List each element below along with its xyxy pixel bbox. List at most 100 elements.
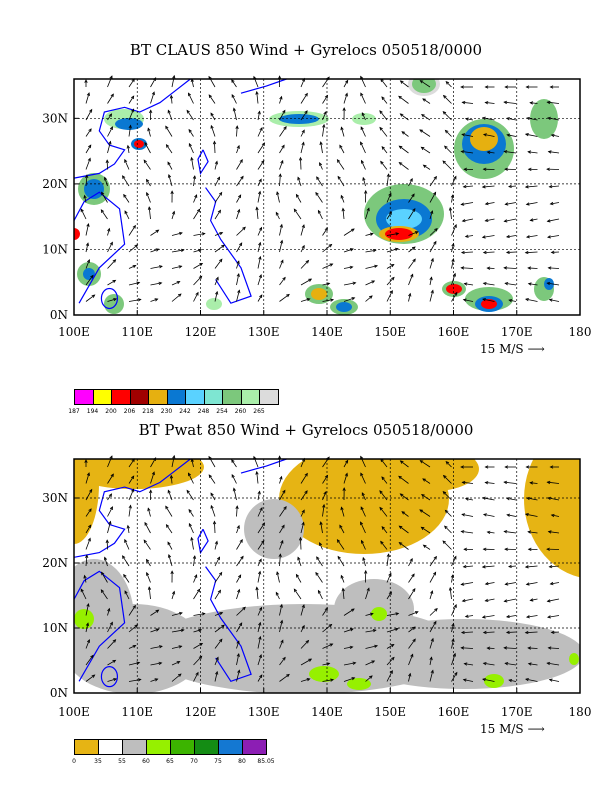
wind-arrow-head xyxy=(454,671,458,676)
colorbar-label: 60 xyxy=(142,758,150,765)
wind-arrow-head xyxy=(444,525,448,530)
coast-islands xyxy=(205,187,252,304)
wind-arrow-head xyxy=(420,526,425,531)
wind-arrow xyxy=(210,505,216,517)
wind-arrow-head xyxy=(379,126,383,131)
wind-arrow-head xyxy=(505,234,510,239)
wind-arrow xyxy=(343,473,348,484)
pwat-region xyxy=(74,559,134,679)
wind-arrow xyxy=(380,458,388,468)
wind-arrow xyxy=(381,526,388,534)
wind-arrow xyxy=(548,151,560,154)
wind-arrow-head xyxy=(349,265,354,269)
wind-arrow-head xyxy=(330,678,335,682)
coast-peninsula xyxy=(73,191,126,304)
wind-arrow-head xyxy=(177,293,182,297)
wind-arrow xyxy=(256,587,259,600)
wind-arrow-head xyxy=(505,614,510,619)
wind-arrow xyxy=(482,497,495,501)
wind-arrow xyxy=(214,210,221,220)
wind-arrow-head xyxy=(192,555,197,559)
wind-arrow xyxy=(318,210,323,220)
wind-arrow xyxy=(408,208,416,220)
wind-arrow xyxy=(506,497,517,501)
wind-arrow-head xyxy=(126,144,130,149)
wind-arrow-head xyxy=(546,167,550,171)
wind-arrow-head xyxy=(280,159,284,164)
wind-arrow-head xyxy=(188,92,192,97)
wind-arrow-head xyxy=(448,586,453,591)
wind-arrow-head xyxy=(482,547,487,551)
wind-arrow-head xyxy=(395,612,400,616)
wind-arrow xyxy=(509,299,517,302)
wind-arrow xyxy=(300,490,308,501)
wind-arrow-head xyxy=(100,209,105,213)
wind-arrow xyxy=(85,538,91,550)
wind-arrow-head xyxy=(258,558,262,563)
wind-arrow-head xyxy=(361,112,365,116)
wind-arrow-head xyxy=(84,79,88,83)
wind-arrow-head xyxy=(130,475,135,480)
wind-arrow-head xyxy=(360,506,364,511)
wind-arrow xyxy=(361,112,366,121)
wind-arrow-head xyxy=(445,460,450,465)
wind-arrow-head xyxy=(301,224,305,229)
wind-arrow xyxy=(506,235,517,238)
wind-arrow xyxy=(549,565,560,568)
wind-arrow xyxy=(343,608,355,616)
wind-arrow-head xyxy=(279,223,283,228)
wind-arrow-head xyxy=(123,573,127,578)
cloud-cell xyxy=(386,209,422,229)
wind-arrow-head xyxy=(448,206,453,211)
wind-arrow xyxy=(107,93,114,104)
wind-arrow-head xyxy=(101,571,105,576)
wind-arrow-head xyxy=(486,530,491,535)
wind-arrow xyxy=(257,607,262,616)
wind-arrow xyxy=(171,249,184,253)
wind-arrow xyxy=(551,514,560,517)
wind-arrow xyxy=(408,626,416,633)
wind-arrow xyxy=(429,556,437,567)
wind-arrow xyxy=(193,613,205,616)
wind-arrow-head xyxy=(481,565,486,569)
wind-arrow-head xyxy=(218,571,223,576)
wind-arrow-head xyxy=(460,646,465,650)
wind-arrow-head xyxy=(239,159,243,163)
wind-arrow xyxy=(548,531,560,534)
wind-arrow-head xyxy=(87,157,91,162)
wind-arrow-head xyxy=(170,570,174,575)
wind-arrow xyxy=(85,524,92,534)
wind-arrow-head xyxy=(453,555,457,560)
wind-arrow xyxy=(343,93,348,104)
wind-arrow-head xyxy=(398,162,403,166)
wind-arrow-head xyxy=(412,208,416,212)
wind-arrow-head xyxy=(380,540,384,545)
wind-arrow-head xyxy=(527,282,532,286)
wind-arrow-head xyxy=(419,509,424,513)
wind-arrow-head xyxy=(286,673,290,678)
wind-arrow-head xyxy=(196,208,201,213)
wind-arrow xyxy=(461,202,474,205)
colorbar-label: 0 xyxy=(72,758,76,765)
wind-arrow-head xyxy=(194,574,198,578)
wind-arrow xyxy=(429,228,438,236)
wind-arrow xyxy=(214,638,223,649)
wind-arrow xyxy=(257,540,265,550)
wind-arrow xyxy=(462,513,474,517)
wind-arrow xyxy=(360,126,366,137)
wind-arrow xyxy=(399,542,409,550)
wind-arrow xyxy=(214,624,225,633)
wind-arrow xyxy=(386,657,395,666)
wind-arrow-head xyxy=(381,96,385,101)
wind-arrow-head xyxy=(201,612,206,616)
wind-arrow xyxy=(150,91,155,104)
wind-vectors xyxy=(80,74,560,303)
wind-arrow xyxy=(236,260,240,269)
wind-arrow xyxy=(482,678,495,682)
wind-arrow xyxy=(297,557,302,567)
wind-arrow-head xyxy=(503,219,508,223)
wind-arrow-head xyxy=(306,298,311,302)
wind-arrow-head xyxy=(237,574,242,579)
wind-arrow-head xyxy=(147,206,152,211)
wind-arrow-head xyxy=(80,208,84,213)
